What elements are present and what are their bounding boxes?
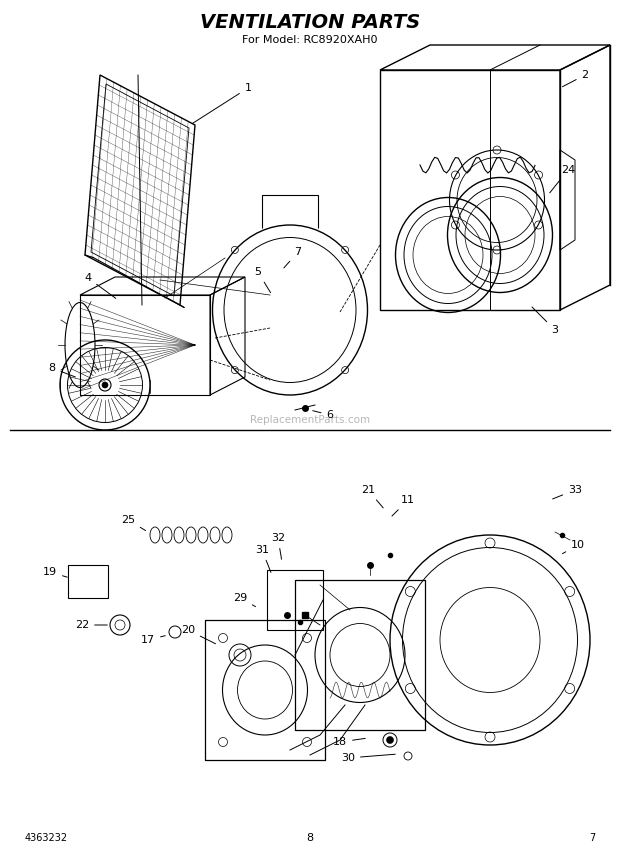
Text: 18: 18 — [333, 737, 365, 747]
Text: 30: 30 — [341, 753, 395, 763]
Text: 8: 8 — [306, 833, 314, 843]
Text: 21: 21 — [361, 485, 383, 508]
Text: 25: 25 — [121, 515, 146, 530]
Text: 10: 10 — [562, 540, 585, 554]
Text: 2: 2 — [562, 70, 588, 87]
Ellipse shape — [386, 736, 394, 744]
Text: 33: 33 — [552, 485, 582, 499]
Text: 20: 20 — [181, 625, 216, 644]
Text: 6: 6 — [312, 410, 334, 420]
Text: 4: 4 — [84, 273, 116, 299]
Text: 8: 8 — [48, 363, 76, 377]
Text: For Model: RC8920XAH0: For Model: RC8920XAH0 — [242, 35, 378, 45]
Text: 29: 29 — [233, 593, 255, 607]
Text: 19: 19 — [43, 567, 68, 577]
Text: 7: 7 — [589, 833, 595, 843]
Text: 24: 24 — [550, 165, 575, 193]
Text: 17: 17 — [141, 635, 166, 645]
Text: ReplacementParts.com: ReplacementParts.com — [250, 415, 370, 425]
Text: 4363232: 4363232 — [25, 833, 68, 843]
Text: 31: 31 — [255, 545, 271, 573]
Ellipse shape — [99, 379, 111, 391]
Text: 22: 22 — [75, 620, 107, 630]
Text: 32: 32 — [271, 533, 285, 560]
Ellipse shape — [102, 382, 108, 388]
Text: 11: 11 — [392, 495, 415, 516]
Text: 1: 1 — [192, 83, 252, 123]
Text: 7: 7 — [284, 247, 301, 268]
Text: VENTILATION PARTS: VENTILATION PARTS — [200, 13, 420, 32]
Text: 3: 3 — [532, 307, 559, 335]
Text: 5: 5 — [254, 267, 270, 293]
